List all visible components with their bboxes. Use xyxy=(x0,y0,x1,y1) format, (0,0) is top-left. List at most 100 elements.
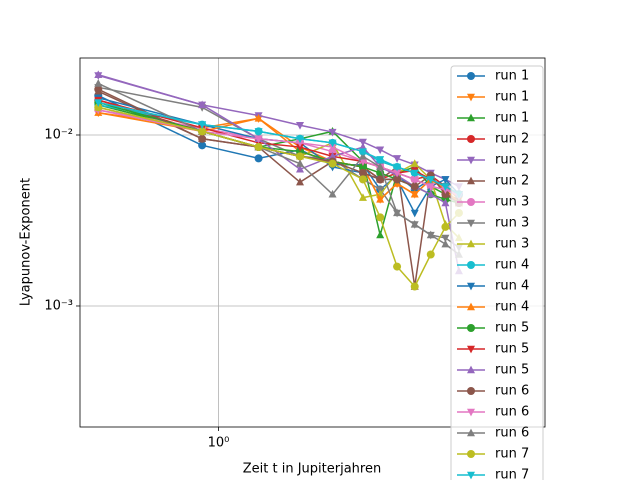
marker xyxy=(198,100,207,109)
marker xyxy=(296,135,305,144)
marker xyxy=(467,135,475,143)
marker xyxy=(296,152,305,161)
marker xyxy=(441,222,450,231)
marker xyxy=(358,175,367,184)
marker xyxy=(296,143,305,152)
marker xyxy=(94,79,103,87)
marker xyxy=(426,176,435,184)
marker xyxy=(254,135,263,144)
legend-label: run 6 xyxy=(495,405,529,420)
legend-label: run 7 xyxy=(495,447,529,462)
marker xyxy=(467,282,475,291)
marker xyxy=(296,164,305,173)
marker xyxy=(393,262,402,271)
legend-label: run 1 xyxy=(495,90,529,105)
legend-label: run 2 xyxy=(495,132,529,147)
marker xyxy=(441,198,450,207)
marker xyxy=(467,408,475,417)
y-tick-label: 10⁻² xyxy=(44,127,73,142)
legend-label: run 2 xyxy=(495,153,529,168)
marker xyxy=(198,141,207,150)
marker xyxy=(426,189,435,198)
marker xyxy=(328,143,337,152)
marker xyxy=(328,128,337,137)
marker xyxy=(198,134,207,143)
marker xyxy=(376,230,385,239)
legend-label: run 4 xyxy=(495,279,529,294)
legend-label: run 5 xyxy=(495,342,529,357)
marker xyxy=(376,146,385,155)
marker xyxy=(94,85,103,94)
marker xyxy=(296,159,305,167)
legend-label: run 5 xyxy=(495,363,529,378)
axes-frame xyxy=(79,57,546,428)
marker xyxy=(358,162,367,171)
marker xyxy=(358,158,367,166)
marker xyxy=(426,250,435,259)
marker xyxy=(441,239,450,248)
legend: run 1 run 1 run 1 run 2 run 2 run 2 run 3 run 3… xyxy=(450,65,544,480)
marker xyxy=(467,156,475,165)
marker xyxy=(94,99,103,107)
legend-label: run 3 xyxy=(495,216,529,231)
marker xyxy=(467,113,475,122)
y-axis-label: Lyapunov-Exponent xyxy=(19,178,34,306)
marker xyxy=(254,114,263,122)
marker xyxy=(376,156,385,164)
marker xyxy=(328,151,337,160)
marker xyxy=(426,183,435,191)
marker xyxy=(426,230,435,239)
marker xyxy=(441,234,450,243)
legend-label: run 6 xyxy=(495,426,529,441)
legend-box xyxy=(450,65,544,480)
marker xyxy=(376,162,385,171)
series-line xyxy=(98,111,460,201)
legend-label: run 2 xyxy=(495,174,529,189)
marker xyxy=(467,387,475,395)
marker xyxy=(467,239,475,248)
marker xyxy=(467,428,475,437)
marker xyxy=(254,128,263,136)
marker xyxy=(410,169,419,178)
marker xyxy=(410,189,419,198)
marker xyxy=(198,121,207,130)
marker xyxy=(94,103,103,112)
marker xyxy=(254,143,263,152)
marker xyxy=(467,198,475,206)
marker xyxy=(410,176,419,184)
marker xyxy=(254,154,263,163)
marker xyxy=(467,72,475,80)
marker xyxy=(358,193,367,201)
legend-label: run 5 xyxy=(495,321,529,336)
marker xyxy=(441,190,450,199)
legend-label: run 3 xyxy=(495,195,529,210)
marker xyxy=(467,471,475,480)
marker xyxy=(358,148,367,156)
marker xyxy=(198,127,207,136)
marker xyxy=(296,122,305,130)
legend-label: run 1 xyxy=(495,111,529,126)
series-line xyxy=(98,106,460,288)
marker xyxy=(328,189,337,198)
marker xyxy=(328,159,337,168)
marker xyxy=(376,175,385,184)
series-line xyxy=(98,111,460,204)
marker xyxy=(410,182,419,191)
marker xyxy=(467,345,475,354)
marker xyxy=(467,324,475,332)
series-line xyxy=(98,74,460,272)
marker xyxy=(441,176,450,184)
x-tick-label: 10⁰ xyxy=(208,436,230,451)
marker xyxy=(358,142,367,151)
axes: 10⁰ 10⁻³ 10⁻² xyxy=(44,127,229,450)
marker xyxy=(467,302,475,311)
marker xyxy=(410,282,419,291)
series-line xyxy=(98,101,460,195)
marker xyxy=(467,261,475,269)
legend-label: run 6 xyxy=(495,384,529,399)
y-tick-label: 10⁻³ xyxy=(44,298,73,313)
marker xyxy=(467,365,475,374)
marker xyxy=(410,219,419,228)
x-axis-label: Zeit t in Jupiterjahren xyxy=(243,462,381,477)
